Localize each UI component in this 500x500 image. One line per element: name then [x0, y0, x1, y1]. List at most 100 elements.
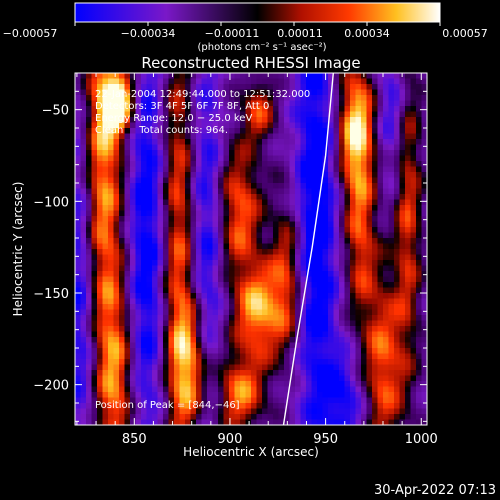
heatmap-cell [306, 392, 313, 399]
heatmap-cell [322, 161, 329, 168]
heatmap-cell [273, 254, 280, 261]
heatmap-cell [124, 348, 131, 355]
heatmap-cell [234, 320, 241, 327]
heatmap-cell [196, 177, 203, 184]
heatmap-cell [372, 106, 379, 113]
heatmap-cell [377, 78, 384, 85]
heatmap-cell [80, 320, 87, 327]
heatmap-cell [212, 381, 219, 388]
heatmap-cell [388, 199, 395, 206]
heatmap-cell [163, 386, 170, 393]
heatmap-cell [190, 370, 197, 377]
heatmap-cell [108, 95, 115, 102]
heatmap-cell [262, 150, 269, 157]
heatmap-cell [328, 348, 335, 355]
heatmap-cell [179, 342, 186, 349]
heatmap-cell [163, 298, 170, 305]
heatmap-cell [223, 172, 230, 179]
heatmap-cell [234, 353, 241, 360]
heatmap-cell [102, 122, 109, 129]
heatmap-cell [102, 117, 109, 124]
heatmap-cell [190, 397, 197, 404]
heatmap-cell [366, 172, 373, 179]
heatmap-cell [119, 342, 126, 349]
heatmap-cell [322, 403, 329, 410]
heatmap-cell [289, 122, 296, 129]
heatmap-cell [212, 238, 219, 245]
heatmap-cell [240, 293, 247, 300]
heatmap-cell [86, 403, 93, 410]
heatmap-cell [229, 348, 236, 355]
heatmap-cell [157, 95, 164, 102]
heatmap-cell [377, 144, 384, 151]
heatmap-cell [146, 210, 153, 217]
heatmap-cell [196, 73, 203, 80]
heatmap-cell [190, 106, 197, 113]
heatmap-cell [86, 414, 93, 421]
heatmap-cell [141, 84, 148, 91]
heatmap-cell [278, 122, 285, 129]
heatmap-cell [273, 419, 280, 425]
heatmap-cell [86, 353, 93, 360]
heatmap-cell [405, 95, 412, 102]
heatmap-cell [262, 397, 269, 404]
heatmap-cell [267, 414, 274, 421]
heatmap-cell [366, 364, 373, 371]
heatmap-cell [86, 177, 93, 184]
heatmap-cell [328, 260, 335, 267]
heatmap-cell [388, 375, 395, 382]
heatmap-cell [322, 177, 329, 184]
heatmap-cell [196, 403, 203, 410]
heatmap-cell [399, 271, 406, 278]
heatmap-cell [416, 194, 423, 201]
heatmap-cell [130, 78, 137, 85]
heatmap-cell [421, 194, 427, 201]
heatmap-cell [273, 139, 280, 146]
heatmap-cell [163, 403, 170, 410]
heatmap-cell [80, 375, 87, 382]
heatmap-cell [377, 359, 384, 366]
heatmap-cell [273, 309, 280, 316]
heatmap-cell [223, 227, 230, 234]
heatmap-cell [377, 381, 384, 388]
heatmap-cell [102, 271, 109, 278]
heatmap-cell [416, 139, 423, 146]
heatmap-cell [207, 298, 214, 305]
heatmap-cell [256, 282, 263, 289]
heatmap-cell [366, 359, 373, 366]
heatmap-cell [421, 364, 427, 371]
heatmap-cell [311, 348, 318, 355]
heatmap-cell [108, 260, 115, 267]
heatmap-cell [377, 172, 384, 179]
heatmap-cell [80, 166, 87, 173]
heatmap-cell [97, 397, 104, 404]
heatmap-cell [300, 199, 307, 206]
heatmap-cell [229, 397, 236, 404]
heatmap-cell [295, 353, 302, 360]
heatmap-cell [102, 364, 109, 371]
heatmap-cell [80, 205, 87, 212]
heatmap-cell [185, 199, 192, 206]
heatmap-cell [157, 370, 164, 377]
heatmap-cell [75, 205, 82, 212]
heatmap-cell [86, 133, 93, 140]
heatmap-cell [234, 337, 241, 344]
heatmap-cell [163, 309, 170, 316]
heatmap-cell [388, 122, 395, 129]
heatmap-cell [394, 370, 401, 377]
heatmap-cell [377, 111, 384, 118]
heatmap-cell [168, 155, 175, 162]
heatmap-cell [251, 188, 258, 195]
heatmap-cell [185, 287, 192, 294]
heatmap-cell [174, 370, 181, 377]
heatmap-cell [394, 331, 401, 338]
heatmap-cell [311, 419, 318, 425]
heatmap-cell [86, 254, 93, 261]
heatmap-cell [328, 265, 335, 272]
heatmap-cell [344, 331, 351, 338]
heatmap-cell [245, 199, 252, 206]
heatmap-cell [377, 210, 384, 217]
heatmap-cell [97, 205, 104, 212]
y-tick-label: −100 [33, 195, 69, 210]
heatmap-cell [251, 216, 258, 223]
